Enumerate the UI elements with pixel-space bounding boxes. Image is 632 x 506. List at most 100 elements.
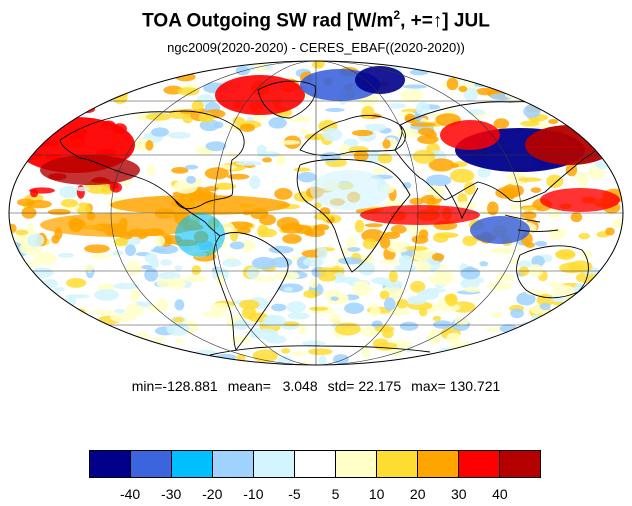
field-patch [9, 337, 16, 349]
field-patch [282, 233, 302, 244]
field-patch [613, 360, 623, 365]
field-patch [215, 75, 305, 115]
field-patch [58, 69, 80, 79]
field-patch [249, 175, 261, 189]
field-patch [354, 219, 365, 233]
field-patch [229, 241, 245, 250]
field-patch [303, 289, 319, 299]
field-patch [109, 182, 123, 193]
field-patch [27, 233, 45, 248]
field-patch [303, 229, 314, 236]
field-patch [36, 85, 57, 96]
field-patch [268, 117, 287, 129]
field-patch [9, 360, 27, 365]
field-patch [174, 61, 196, 69]
field-patch [462, 235, 478, 247]
field-patch [475, 87, 495, 96]
field-patch [361, 346, 371, 358]
field-patch [470, 216, 530, 244]
field-patch [588, 74, 598, 82]
field-patch [540, 315, 556, 329]
field-patch [279, 140, 301, 145]
colorbar [89, 450, 541, 478]
field-patch [596, 83, 612, 95]
field-patch [153, 336, 166, 343]
field-patch [29, 187, 55, 194]
field-patch [479, 344, 494, 353]
field-patch [521, 211, 537, 220]
statistics-line: min=-128.881 mean= 3.048 std= 22.175 max= 1… [0, 378, 632, 394]
field-patch [572, 171, 589, 181]
field-patch [521, 206, 537, 211]
field-patch [346, 236, 357, 250]
field-patch [203, 310, 228, 318]
field-patch [275, 154, 286, 166]
field-patch [358, 262, 376, 276]
field-patch [264, 64, 273, 71]
field-patch [136, 301, 146, 307]
field-patch [440, 61, 451, 71]
field-patch [351, 283, 373, 297]
field-patch [446, 332, 462, 344]
field-patch [154, 235, 166, 247]
field-patch [503, 334, 524, 349]
field-patch [58, 362, 78, 365]
field-patch [262, 314, 286, 327]
field-patch [353, 280, 369, 285]
field-patch [520, 342, 542, 354]
colorbar-swatch [213, 451, 254, 477]
field-patch [409, 197, 424, 205]
colorbar-tick-label: -10 [243, 486, 264, 502]
field-patch [186, 175, 197, 184]
coastline-greenland [257, 80, 316, 119]
field-patch [97, 283, 116, 292]
field-patch [453, 62, 473, 75]
field-patch [79, 346, 103, 361]
field-patch [596, 118, 614, 128]
field-patch [122, 179, 131, 187]
field-patch [85, 263, 94, 273]
field-patch [344, 302, 365, 314]
field-patch [479, 261, 489, 267]
field-patch [428, 158, 455, 172]
stat-mean: mean= 3.048 [227, 378, 318, 394]
field-patch [166, 322, 190, 336]
field-patch [430, 272, 455, 286]
field-patch [546, 73, 561, 78]
field-patch [9, 285, 26, 290]
field-patch [57, 92, 77, 103]
field-patch [293, 167, 311, 172]
field-patch [85, 355, 103, 364]
colorbar-labels: -40 -30 -20 -10 -5 5 10 20 30 40 [0, 486, 632, 504]
field-patch [283, 286, 294, 292]
field-patch [371, 167, 388, 175]
colorbar-tick-label: -40 [119, 486, 141, 502]
field-patch [565, 61, 578, 71]
field-patch [564, 99, 573, 106]
field-patch [565, 163, 578, 177]
field-patch [377, 153, 393, 164]
field-patch [454, 201, 479, 209]
field-patch [432, 186, 445, 199]
field-patch [487, 282, 513, 291]
colorbar-swatch [500, 451, 540, 477]
field-patch [57, 252, 75, 258]
field-patch [281, 348, 291, 354]
field-patch [474, 350, 486, 356]
field-patch [411, 247, 436, 262]
field-patch [14, 287, 36, 301]
field-patch [531, 85, 547, 99]
field-patch [495, 357, 514, 365]
field-patch [78, 83, 98, 93]
field-patch [423, 287, 446, 294]
field-patch [609, 294, 623, 305]
field-patch [28, 309, 49, 321]
field-patch [157, 354, 170, 365]
field-patch [150, 248, 168, 253]
field-patch [299, 128, 309, 134]
field-patch [90, 309, 115, 315]
field-patch [22, 102, 34, 111]
field-patch [493, 248, 513, 254]
field-patch [30, 61, 54, 65]
field-patch [520, 120, 540, 127]
